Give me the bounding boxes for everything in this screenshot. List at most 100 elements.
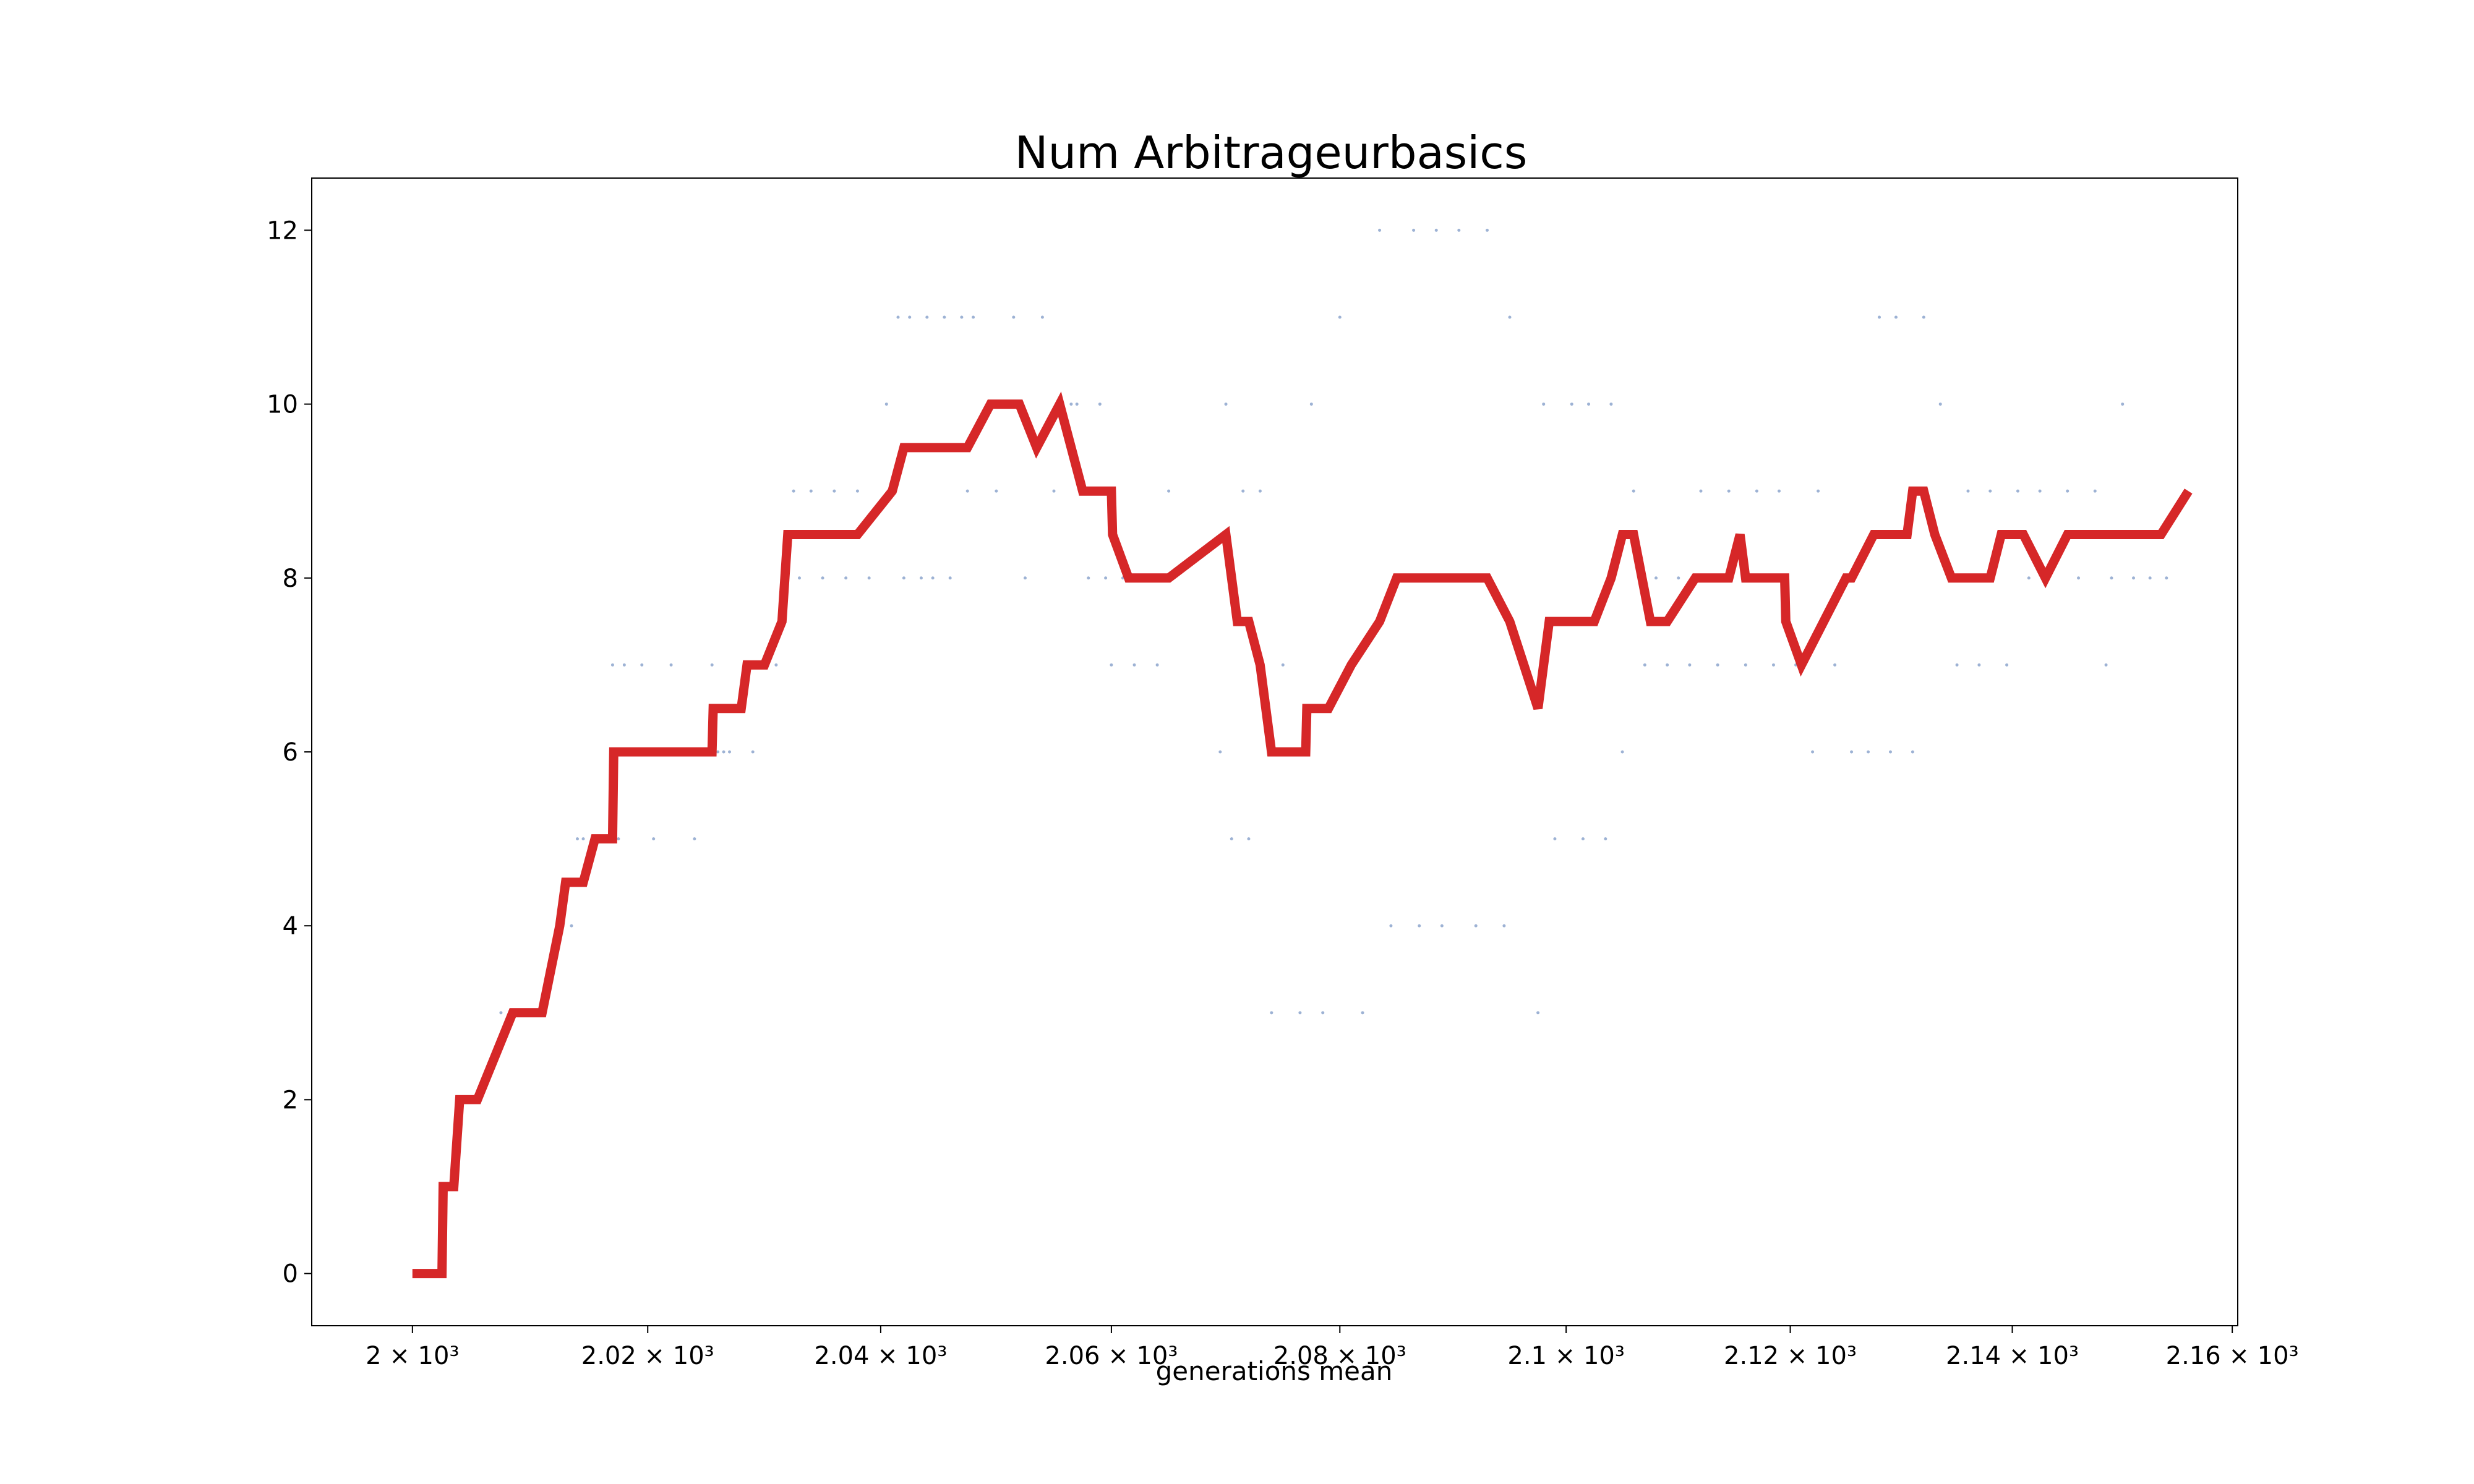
- scatter-point: [1911, 750, 1914, 754]
- scatter-point: [792, 489, 795, 493]
- scatter-point: [1508, 315, 1512, 319]
- scatter-point: [965, 489, 969, 493]
- scatter-point: [1132, 663, 1136, 667]
- scatter-point: [1155, 663, 1159, 667]
- scatter-point: [1040, 315, 1044, 319]
- scatter-point: [1012, 315, 1016, 319]
- scatter-point: [617, 837, 620, 841]
- scatter-point: [1309, 403, 1313, 406]
- scatter-point: [960, 315, 964, 319]
- scatter-point: [833, 489, 836, 493]
- scatter-point: [1570, 403, 1573, 406]
- scatter-point: [902, 576, 905, 580]
- scatter-point: [610, 663, 614, 667]
- x-tick-label: 2 × 10³: [366, 1342, 459, 1370]
- scatter-point: [931, 576, 935, 580]
- line-series: [412, 391, 2193, 1279]
- scatter-point: [1811, 750, 1815, 754]
- scatter-point: [896, 315, 900, 319]
- scatter-point: [576, 837, 580, 841]
- scatter-point: [751, 750, 755, 754]
- scatter-point: [1412, 228, 1416, 232]
- y-tick-label: 12: [267, 216, 298, 245]
- x-tick-label: 2.12 × 10³: [1724, 1342, 1857, 1370]
- scatter-point: [995, 489, 998, 493]
- scatter-point: [722, 750, 726, 754]
- scatter-point: [2165, 576, 2168, 580]
- scatter-point: [1536, 1011, 1540, 1015]
- x-tick-label: 2.08 × 10³: [1273, 1342, 1406, 1370]
- x-tick-label: 2.14 × 10³: [1946, 1342, 2079, 1370]
- scatter-point: [1817, 489, 1820, 493]
- scatter-point: [1867, 750, 1870, 754]
- scatter-point: [1888, 750, 1892, 754]
- scatter-point: [1643, 663, 1646, 667]
- scatter-point: [1241, 489, 1245, 493]
- scatter-point: [1052, 489, 1056, 493]
- y-axis-ticks: 0 2 4 6 8 10 12: [267, 216, 312, 1289]
- y-tick-label: 10: [267, 391, 298, 419]
- scatter-point: [1604, 837, 1607, 841]
- scatter-point: [2104, 663, 2108, 667]
- scatter-point: [1023, 576, 1027, 580]
- scatter-point: [797, 576, 801, 580]
- scatter-point: [948, 576, 952, 580]
- scatter-point: [622, 663, 626, 667]
- scatter-point: [908, 315, 912, 319]
- x-axis-title: generations mean: [1156, 1356, 1393, 1386]
- x-tick-label: 2.1 × 10³: [1507, 1342, 1625, 1370]
- chart-title: Num Arbitrageurbasics: [1015, 127, 1528, 179]
- scatter-point: [1258, 489, 1262, 493]
- scatter-point: [1321, 1011, 1325, 1015]
- scatter-point: [499, 1011, 503, 1015]
- scatter-point: [821, 576, 824, 580]
- x-tick-label: 2.02 × 10³: [581, 1342, 714, 1370]
- scatter-point: [1378, 228, 1382, 232]
- scatter-point: [2027, 576, 2031, 580]
- scatter-point: [1075, 403, 1079, 406]
- scatter-point: [1418, 924, 1421, 927]
- scatter-point: [1620, 750, 1624, 754]
- scatter-point: [2066, 489, 2070, 493]
- y-tick-label: 0: [283, 1260, 298, 1289]
- scatter-point: [1894, 315, 1898, 319]
- scatter-point: [1988, 489, 1992, 493]
- scatter-point: [2038, 489, 2042, 493]
- scatter-point: [1281, 663, 1285, 667]
- scatter-point: [1224, 403, 1228, 406]
- scatter-point: [1771, 663, 1775, 667]
- scatter-point: [1485, 228, 1489, 232]
- scatter-point: [809, 489, 813, 493]
- scatter-point: [1361, 1011, 1364, 1015]
- scatter-point: [2077, 576, 2081, 580]
- scatter-point: [1553, 837, 1557, 841]
- scatter-point: [1666, 663, 1669, 667]
- scatter-point: [1938, 403, 1942, 406]
- scatter-point: [1167, 489, 1171, 493]
- scatter-point: [1440, 924, 1444, 927]
- scatter-point: [710, 663, 714, 667]
- scatter-point: [1434, 228, 1438, 232]
- scatter-point: [1677, 576, 1680, 580]
- scatter-point: [1270, 1011, 1273, 1015]
- scatter-point: [1581, 837, 1585, 841]
- x-tick-label: 2.16 × 10³: [2166, 1342, 2299, 1370]
- scatter-point: [1688, 663, 1692, 667]
- scatter-point: [1389, 924, 1393, 927]
- scatter-point: [1457, 228, 1461, 232]
- scatter-point: [727, 750, 731, 754]
- scatter-point: [972, 315, 975, 319]
- scatter-point: [1850, 750, 1854, 754]
- scatter-point: [1587, 403, 1591, 406]
- scatter-point: [884, 403, 888, 406]
- x-axis-ticks: 2 × 10³ 2.02 × 10³ 2.04 × 10³ 2.06 × 10³ 2.0…: [366, 1326, 2299, 1370]
- y-tick-label: 2: [283, 1086, 298, 1114]
- scatter-point: [1632, 489, 1635, 493]
- scatter-point: [1230, 837, 1233, 841]
- scatter-point: [1609, 403, 1613, 406]
- scatter-point: [2110, 576, 2113, 580]
- scatter-point: [2148, 576, 2152, 580]
- scatter-point: [943, 315, 946, 319]
- scatter-point: [1922, 315, 1925, 319]
- scatter-point: [1218, 750, 1222, 754]
